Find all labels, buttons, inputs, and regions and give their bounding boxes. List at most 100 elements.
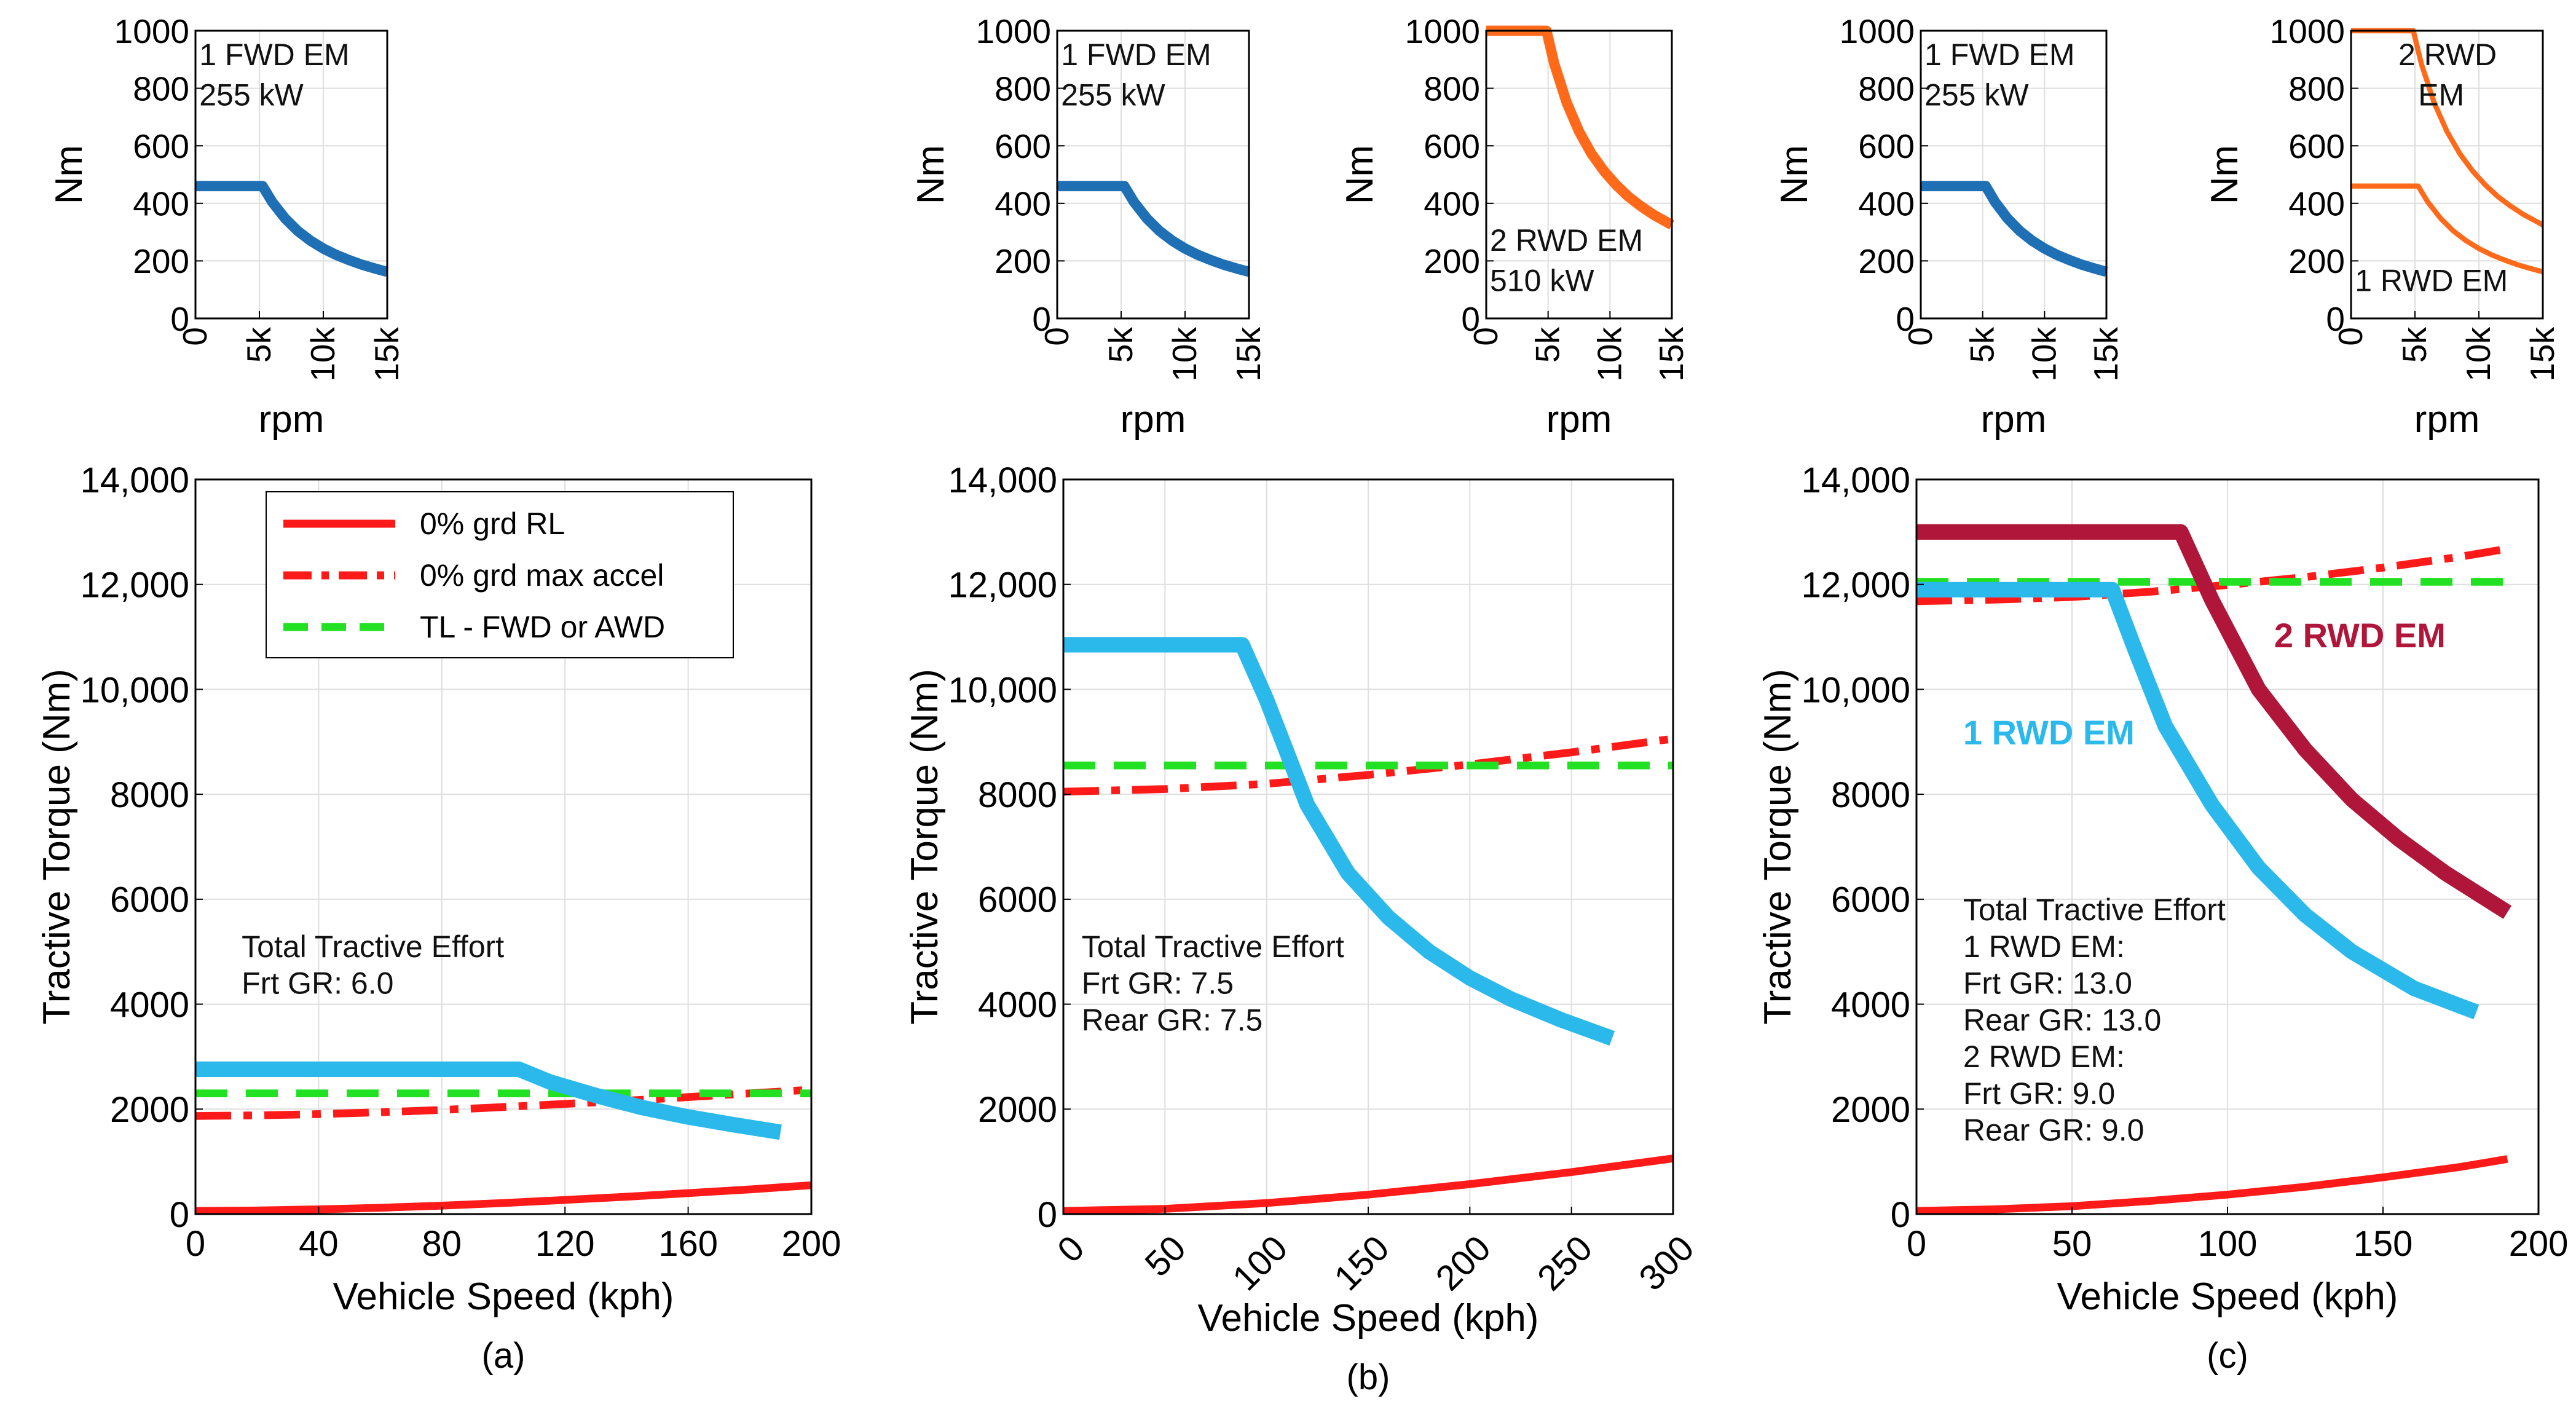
x-tick-label: 120	[535, 1224, 595, 1264]
y-axis-label: Nm	[2204, 145, 2246, 204]
chart-c-rear-motors: 0 5k 10k 15k 0 200 400 600 800 1000 rpm Nm 2 RWD EM 1 …	[2204, 12, 2561, 441]
y-tick-label: 0	[1032, 300, 1051, 338]
x-tick-label: 200	[782, 1224, 841, 1264]
y-tick-label: 1000	[114, 12, 189, 50]
annotation-text: EM	[2418, 78, 2464, 112]
chart-a-tractive: 0 40 80 120 160 2000200040006000800010,00012,…	[36, 460, 841, 1376]
annotation-text: 2 RWD EM:	[1963, 1039, 2125, 1074]
y-tick-label: 1000	[976, 12, 1051, 50]
x-tick-label: 80	[422, 1224, 462, 1264]
y-axis-label: Nm	[48, 145, 90, 204]
y-axis-label: Nm	[910, 145, 952, 204]
plot-area	[2351, 31, 2543, 318]
y-tick-label: 0	[1038, 1195, 1057, 1235]
x-axis-label: rpm	[2414, 398, 2480, 441]
figure-caption: (a)	[482, 1336, 526, 1376]
y-tick-label: 10,000	[81, 670, 189, 710]
y-tick-label: 0	[1896, 300, 1915, 338]
figure-caption: (c)	[2207, 1336, 2248, 1376]
y-tick-label: 14,000	[81, 460, 189, 500]
x-axis-label: rpm	[1546, 398, 1612, 441]
x-tick-label: 160	[658, 1224, 718, 1264]
y-tick-label: 600	[133, 127, 189, 165]
x-axis-label: Vehicle Speed (kph)	[2057, 1276, 2398, 1318]
y-tick-label: 200	[1858, 242, 1915, 280]
y-axis-label: Tractive Torque (Nm)	[1757, 669, 1799, 1025]
annotation-text: Frt GR: 7.5	[1082, 966, 1234, 1001]
y-tick-label: 12,000	[81, 566, 189, 605]
y-tick-label: 10,000	[948, 670, 1057, 710]
x-tick-label: 10k	[304, 327, 342, 382]
y-tick-label: 0	[170, 1195, 189, 1235]
x-tick-label: 10k	[1165, 327, 1203, 382]
y-tick-label: 1000	[1840, 12, 1915, 50]
x-tick-label: 15k	[1229, 327, 1267, 382]
x-tick-label: 5k	[240, 327, 278, 363]
annotation-text: Frt GR: 6.0	[242, 966, 393, 1001]
annotation-text: Total Tractive Effort	[1963, 893, 2226, 927]
x-tick-label: 5k	[1101, 327, 1140, 363]
y-tick-label: 200	[133, 242, 189, 280]
axes-frame	[2350, 30, 2544, 320]
y-tick-label: 4000	[110, 985, 189, 1025]
x-axis-label: rpm	[1981, 398, 2047, 441]
y-tick-label: 600	[995, 127, 1051, 165]
chart-c-tractive: 0 50 100 150 2000200040006000800010,00012,00…	[1757, 460, 2568, 1376]
annotation-text: 2 RWD	[2398, 37, 2497, 72]
y-tick-label: 200	[995, 242, 1051, 280]
y-tick-label: 6000	[978, 880, 1057, 920]
annotation-text: 255 kW	[1924, 78, 2029, 112]
y-tick-label: 400	[995, 185, 1051, 223]
x-tick-label: 0	[176, 327, 214, 346]
series-line-1-fwd-em	[1057, 181, 1251, 277]
annotation-text: 1 FWD EM	[1924, 37, 2074, 72]
annotation-text: 1 FWD EM	[199, 37, 349, 72]
x-axis-label: Vehicle Speed (kph)	[1198, 1297, 1539, 1339]
chart-c-front-motor: 0 5k 10k 15k 0 200 400 600 800 1000 rpm Nm 1 FWD EM 2…	[1773, 12, 2125, 441]
x-tick-label: 15k	[368, 327, 406, 382]
x-tick-label: 15k	[2087, 327, 2125, 382]
y-tick-label: 6000	[1831, 880, 1910, 920]
y-tick-label: 12,000	[1802, 566, 1910, 605]
y-tick-label: 2000	[978, 1090, 1057, 1130]
annotation-text: 255 kW	[199, 78, 304, 112]
y-tick-label: 800	[1424, 69, 1480, 108]
plot-area	[195, 31, 387, 318]
series-line-0-grd-max-accel	[1063, 735, 1674, 796]
plot-area	[1486, 31, 1672, 318]
x-tick-label: 5k	[1963, 327, 2001, 363]
series-line-2-rwd-em	[2351, 28, 2544, 227]
x-tick-label: 300	[1631, 1228, 1701, 1298]
plot-area	[1057, 31, 1249, 318]
x-tick-label: 5k	[2395, 327, 2433, 363]
x-tick-label: 50	[1137, 1228, 1194, 1285]
y-tick-label: 400	[133, 185, 189, 223]
y-axis-label: Tractive Torque (Nm)	[904, 669, 946, 1025]
y-tick-label: 14,000	[948, 460, 1057, 500]
series-line-1-fwd-em	[1921, 181, 2108, 277]
series-line-1-rwd-em	[1916, 582, 2479, 1020]
series-line-2-rwd-em	[1486, 25, 1675, 230]
y-tick-label: 2000	[110, 1090, 189, 1130]
y-axis-label: Nm	[1339, 145, 1381, 204]
series-line-2-rwd-em	[1916, 524, 2512, 919]
y-tick-label: 600	[1858, 127, 1915, 165]
y-tick-label: 600	[2288, 127, 2345, 165]
chart-b-rear-motor: 0 5k 10k 15k 0 200 400 600 800 1000 rpm Nm 2 RWD EM 5…	[1339, 12, 1690, 441]
x-tick-label: 100	[1225, 1228, 1295, 1298]
y-tick-label: 8000	[110, 775, 189, 815]
y-tick-label: 8000	[1831, 775, 1910, 815]
axes-frame	[1056, 30, 1250, 320]
x-tick-label: 10k	[1590, 327, 1628, 382]
x-tick-label: 5k	[1529, 327, 1567, 363]
y-tick-label: 14,000	[1802, 460, 1910, 500]
series-label: 2 RWD EM	[2274, 616, 2446, 655]
series-line-total-tractive-effort	[195, 1061, 782, 1140]
series-line-0-grd-rl	[195, 1181, 812, 1215]
figure-caption: (b)	[1347, 1357, 1390, 1397]
annotation-text: Rear GR: 7.5	[1082, 1003, 1263, 1037]
x-tick-label: 100	[2198, 1224, 2258, 1264]
y-axis-label: Tractive Torque (Nm)	[36, 669, 78, 1025]
series-line-1-fwd-em	[195, 181, 389, 277]
